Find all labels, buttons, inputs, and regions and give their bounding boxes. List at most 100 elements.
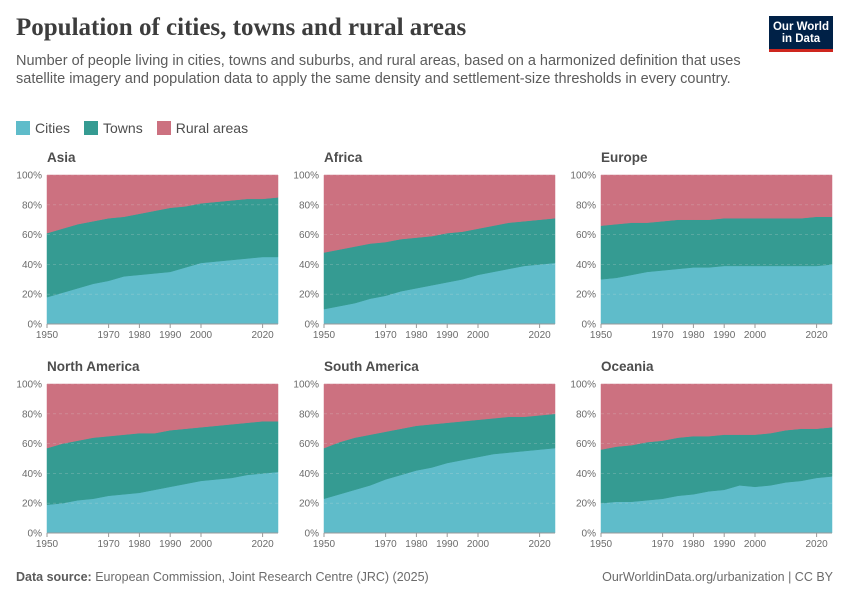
x-tick-label-north-america: 2000 — [190, 539, 213, 550]
x-tick-label-south-america: 1970 — [374, 539, 397, 550]
y-tick-label-africa: 100% — [293, 171, 319, 182]
chart-panel-asia[interactable]: Asia 0% 20% 40% 60% 80% 100% 1950 1970 1980 1990 20… — [16, 150, 279, 341]
x-tick-label-south-america: 2000 — [467, 539, 490, 550]
chart-panel-oceania[interactable]: Oceania 0% 20% 40% 60% 80% 100% 1950 1970 1980 199… — [570, 359, 833, 550]
x-tick-label-asia: 1980 — [128, 330, 151, 341]
panel-title-oceania: Oceania — [601, 359, 654, 374]
x-tick-label-oceania: 2020 — [805, 539, 828, 550]
x-tick-label-oceania: 1990 — [713, 539, 736, 550]
legend-label-towns: Towns — [103, 120, 143, 136]
y-tick-label-north-america: 80% — [22, 409, 42, 420]
y-tick-label-oceania: 60% — [576, 439, 596, 450]
chart-title: Population of cities, towns and rural ar… — [16, 14, 467, 41]
y-tick-label-asia: 100% — [16, 171, 42, 182]
y-tick-label-asia: 60% — [22, 230, 42, 241]
chart-panel-north-america[interactable]: North America 0% 20% 40% 60% 80% 100% 1950 1970 1… — [16, 359, 279, 550]
x-tick-label-south-america: 1980 — [405, 539, 428, 550]
legend-label-rural: Rural areas — [175, 120, 249, 136]
x-tick-label-north-america: 1970 — [97, 539, 120, 550]
legend-swatch-towns — [84, 121, 99, 135]
panel-title-north-america: North America — [47, 359, 140, 374]
y-tick-label-oceania: 100% — [570, 380, 596, 391]
y-tick-label-north-america: 40% — [22, 469, 42, 480]
y-tick-label-africa: 80% — [299, 200, 319, 211]
x-tick-label-europe: 1980 — [682, 330, 705, 341]
legend: Cities Towns Rural areas — [16, 120, 248, 136]
y-tick-label-south-america: 100% — [293, 380, 319, 391]
data-source: Data source: European Commission, Joint … — [16, 570, 429, 584]
legend-label-cities: Cities — [35, 120, 71, 136]
x-tick-label-asia: 1950 — [36, 330, 59, 341]
y-tick-label-south-america: 60% — [299, 439, 319, 450]
y-tick-label-oceania: 80% — [576, 409, 596, 420]
y-tick-label-europe: 80% — [576, 200, 596, 211]
y-tick-label-africa: 40% — [299, 260, 319, 271]
y-tick-label-north-america: 60% — [22, 439, 42, 450]
x-tick-label-oceania: 1980 — [682, 539, 705, 550]
legend-item-rural[interactable]: Rural areas — [156, 120, 249, 136]
legend-item-towns[interactable]: Towns — [84, 120, 143, 136]
y-tick-label-europe: 0% — [582, 320, 597, 331]
area-rural-areas-oceania[interactable] — [600, 383, 833, 450]
x-tick-label-oceania: 1950 — [590, 539, 613, 550]
y-tick-label-asia: 20% — [22, 290, 42, 301]
x-tick-label-europe: 1990 — [713, 330, 736, 341]
y-tick-label-oceania: 0% — [582, 529, 597, 540]
area-rural-areas-asia[interactable] — [46, 174, 279, 234]
y-tick-label-europe: 20% — [576, 290, 596, 301]
panel-title-europe: Europe — [601, 150, 648, 165]
area-rural-areas-north-america[interactable] — [46, 383, 279, 449]
x-tick-label-north-america: 1950 — [36, 539, 59, 550]
chart-subtitle: Number of people living in cities, towns… — [16, 53, 741, 87]
area-rural-areas-europe[interactable] — [600, 174, 833, 226]
legend-item-cities[interactable]: Cities — [16, 120, 70, 136]
y-tick-label-africa: 0% — [305, 320, 320, 331]
x-tick-label-oceania: 1970 — [651, 539, 674, 550]
x-tick-label-asia: 2000 — [190, 330, 213, 341]
y-tick-label-asia: 40% — [22, 260, 42, 271]
x-tick-label-asia: 2020 — [251, 330, 274, 341]
panel-title-south-america: South America — [324, 359, 419, 374]
y-tick-label-south-america: 0% — [305, 529, 320, 540]
x-tick-label-europe: 2000 — [744, 330, 767, 341]
x-tick-label-africa: 1990 — [436, 330, 459, 341]
logo-line-2: in Data — [781, 32, 821, 45]
x-tick-label-north-america: 1980 — [128, 539, 151, 550]
x-tick-label-oceania: 2000 — [744, 539, 767, 550]
owid-logo[interactable]: Our World in Data — [769, 16, 833, 52]
legend-swatch-rural — [156, 121, 171, 135]
x-tick-label-africa: 2020 — [528, 330, 551, 341]
chart-panel-africa[interactable]: Africa 0% 20% 40% 60% 80% 100% 1950 1970 1980 1990… — [293, 150, 556, 341]
x-tick-label-south-america: 1950 — [313, 539, 336, 550]
logo-line-1: Our World — [772, 20, 829, 33]
panel-title-asia: Asia — [47, 150, 76, 165]
area-rural-areas-south-america[interactable] — [323, 383, 556, 449]
x-tick-label-north-america: 1990 — [159, 539, 182, 550]
footer-link[interactable]: OurWorldinData.org/urbanization | CC BY — [602, 570, 833, 584]
y-tick-label-asia: 80% — [22, 200, 42, 211]
chart-panel-south-america[interactable]: South America 0% 20% 40% 60% 80% 100% 1950 1970 1… — [293, 359, 556, 550]
y-tick-label-north-america: 20% — [22, 499, 42, 510]
area-rural-areas-africa[interactable] — [323, 174, 556, 253]
panel-title-africa: Africa — [324, 150, 363, 165]
y-tick-label-africa: 20% — [299, 290, 319, 301]
x-tick-label-south-america: 1990 — [436, 539, 459, 550]
y-tick-label-north-america: 100% — [16, 380, 42, 391]
x-tick-label-europe: 1970 — [651, 330, 674, 341]
y-tick-label-oceania: 20% — [576, 499, 596, 510]
x-tick-label-africa: 1950 — [313, 330, 336, 341]
data-source-label: Data source: — [16, 570, 92, 584]
y-tick-label-asia: 0% — [28, 320, 43, 331]
x-tick-label-africa: 1970 — [374, 330, 397, 341]
x-tick-label-africa: 2000 — [467, 330, 490, 341]
x-tick-label-north-america: 2020 — [251, 539, 274, 550]
y-tick-label-south-america: 20% — [299, 499, 319, 510]
x-tick-label-asia: 1970 — [97, 330, 120, 341]
x-tick-label-asia: 1990 — [159, 330, 182, 341]
data-source-text[interactable]: European Commission, Joint Research Cent… — [95, 570, 429, 584]
chart-panel-europe[interactable]: Europe 0% 20% 40% 60% 80% 100% 1950 1970 1980 1990… — [570, 150, 833, 341]
x-tick-label-europe: 2020 — [805, 330, 828, 341]
x-tick-label-africa: 1980 — [405, 330, 428, 341]
y-tick-label-south-america: 40% — [299, 469, 319, 480]
